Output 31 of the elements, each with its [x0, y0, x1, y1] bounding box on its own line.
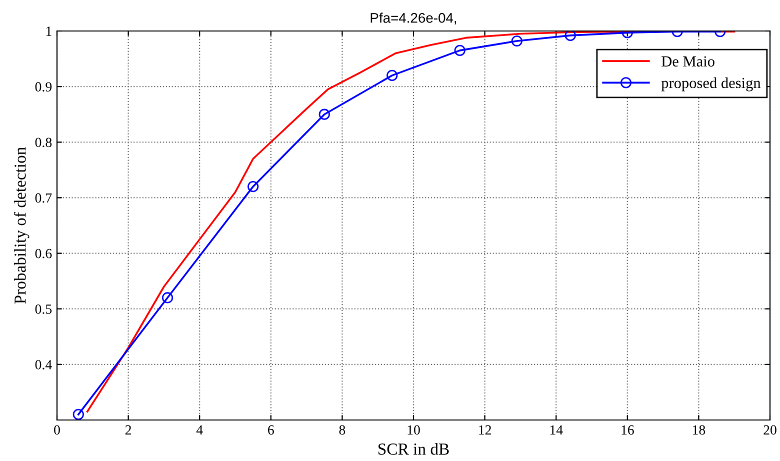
y-tick-label: 0.6	[35, 248, 52, 258]
x-tick-label: 4	[196, 425, 203, 434]
y-tick-label: 0.7	[35, 193, 52, 203]
y-tick-label: 0.5	[35, 304, 52, 314]
y-axis-title: Probability of detection	[14, 147, 30, 304]
x-tick-label: 12	[479, 425, 491, 434]
y-tick-label: 1	[46, 26, 52, 36]
x-tick-label: 16	[622, 425, 634, 435]
point	[386, 70, 398, 82]
point	[72, 408, 84, 420]
point	[511, 35, 522, 47]
x-tick-label: 8	[339, 425, 346, 435]
x-tick-label: 10	[408, 425, 420, 435]
point	[162, 292, 174, 304]
x-tick-label: 20	[764, 425, 776, 435]
x-tick-label: 6	[268, 425, 274, 435]
x-tick-label: 14	[550, 425, 563, 434]
point	[318, 108, 330, 120]
x-axis-title: SCR in dB	[378, 443, 449, 455]
y-tick-label: 0.4	[35, 360, 52, 370]
y-tick-label: 0.9	[35, 82, 52, 92]
legend-label: proposed design	[661, 77, 761, 92]
x-tick-label: 18	[692, 425, 706, 435]
x-tick-label: 2	[125, 425, 132, 434]
point	[564, 31, 576, 41]
x-tick-label: 0	[54, 425, 60, 435]
y-tick-label: 0.8	[35, 138, 52, 148]
point	[248, 181, 259, 192]
legend-label: De Maio	[662, 56, 714, 67]
chart-title: Pfa=4.26e-04,	[370, 12, 456, 24]
point	[454, 44, 466, 56]
